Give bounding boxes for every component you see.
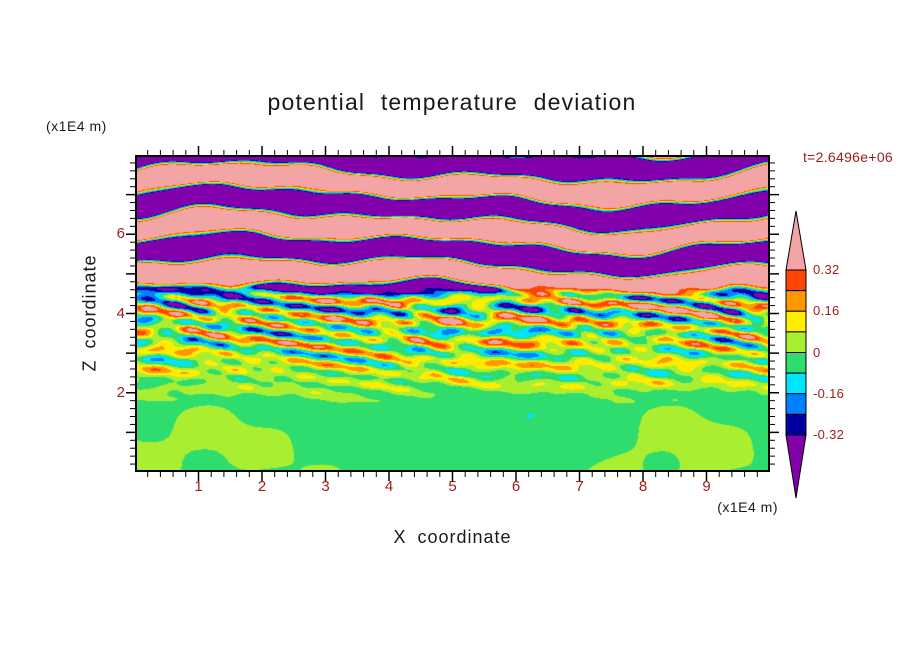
x-tick-label: 4 [384, 478, 394, 495]
colorbar-arrow-low [785, 434, 807, 499]
y-tick-label: 6 [116, 225, 125, 243]
colorbar-tick-label: 0.16 [813, 303, 840, 319]
x-tick-label: 8 [638, 478, 648, 495]
colorbar-tick-label: -0.32 [813, 427, 845, 442]
x-tick-label: 2 [257, 478, 267, 495]
x-axis-title: X coordinate [393, 527, 512, 547]
colorbar-arrow-high [785, 210, 807, 271]
x-tick-label: 5 [448, 478, 457, 495]
y-tick-label: 2 [116, 383, 125, 401]
x-tick-label: 9 [702, 478, 711, 495]
colorbar-segment [785, 331, 807, 353]
colorbar-segment [785, 352, 807, 374]
colorbar [785, 210, 807, 499]
field-canvas [137, 157, 768, 470]
colorbar-segment [785, 413, 807, 436]
colorbar-tick-label: -0.16 [813, 385, 845, 401]
plot-area [135, 155, 770, 472]
y-axis-unit-label: (x1E4 m) [46, 118, 107, 134]
x-tick-label: 1 [194, 478, 203, 495]
chart-title: potential temperature deviation [267, 89, 637, 115]
colorbar-segment [785, 310, 807, 333]
y-tick-label: 4 [116, 304, 125, 322]
x-axis-unit-label: (x1E4 m) [717, 499, 778, 515]
colorbar-segment [785, 269, 807, 292]
time-label: t=2.6496e+06 [802, 149, 893, 165]
x-tick-label: 3 [321, 478, 330, 495]
colorbar-segment [785, 393, 807, 415]
x-tick-label: 7 [575, 478, 584, 495]
colorbar-tick-label: 0.32 [813, 262, 840, 277]
colorbar-tick-label: 0 [813, 344, 821, 360]
colorbar-segment [785, 372, 807, 395]
x-tick-label: 6 [511, 478, 521, 495]
colorbar-segment [785, 290, 807, 312]
